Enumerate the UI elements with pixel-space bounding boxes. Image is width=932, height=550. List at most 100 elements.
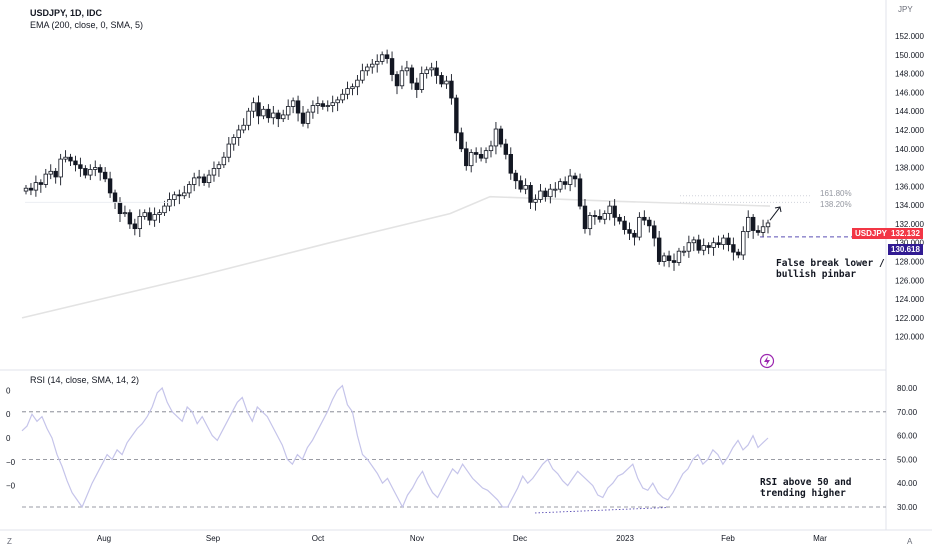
price-tick-label: 120.000 (895, 333, 924, 342)
candle-body (256, 102, 261, 117)
candle-body (88, 169, 93, 176)
candle-body (340, 93, 345, 101)
candle-body (241, 124, 246, 131)
candle (528, 182, 533, 209)
candle (572, 172, 578, 188)
candle (172, 191, 177, 207)
candle (122, 205, 128, 217)
candle (355, 74, 360, 96)
candlesticks[interactable] (23, 49, 771, 271)
candle-body (375, 60, 380, 65)
candle (266, 104, 271, 123)
candle (236, 124, 241, 146)
candle (370, 59, 375, 74)
candle (627, 222, 632, 241)
candle (117, 197, 123, 222)
candle-body (523, 185, 528, 190)
candle (647, 216, 652, 233)
candle-body (671, 260, 677, 263)
ema-legend[interactable]: EMA (200, close, 0, SMA, 5) (30, 20, 144, 30)
candle-body (246, 110, 251, 126)
candle-body (132, 223, 138, 230)
candle-body (330, 102, 335, 106)
rsi-pane[interactable]: 80.00 70.00 60.00 50.00 40.00 30.00 0 0 0 −0 −0 (6, 384, 918, 514)
currency-label: JPY (898, 5, 913, 14)
candle-body (271, 112, 276, 119)
candle (548, 184, 553, 204)
auto-scale-button[interactable]: A (907, 537, 913, 546)
time-axis[interactable]: Aug Sep Oct Nov Dec 2023 Feb Mar (97, 534, 827, 543)
candle-body (206, 174, 212, 183)
candle (533, 194, 538, 211)
price-tick-label: 144.000 (895, 107, 924, 116)
candle-body (305, 111, 311, 124)
rsi-divergence-line (534, 507, 669, 514)
candle (330, 95, 335, 113)
candle-body (162, 205, 167, 214)
candle-body (226, 143, 232, 158)
candle-body (48, 170, 53, 175)
candle (404, 60, 410, 76)
rsi-left-tick: −0 (6, 482, 16, 491)
candle-body (63, 156, 68, 160)
candle (102, 167, 108, 183)
candle (43, 168, 48, 188)
candle-body (38, 182, 44, 185)
candle (137, 209, 142, 237)
candle (637, 212, 642, 241)
candle-body (746, 216, 751, 232)
candle-body (98, 167, 103, 173)
candle (434, 60, 439, 84)
rsi-legend[interactable]: RSI (14, close, SMA, 14, 2) (30, 375, 140, 385)
candle-body (137, 216, 142, 230)
candle-body (666, 255, 672, 261)
symbol-tag: USDJPY (852, 228, 891, 239)
candle (419, 66, 424, 93)
candle-body (741, 231, 746, 256)
candle-body (726, 237, 731, 246)
time-tick-label: Mar (813, 534, 827, 543)
candle-body (558, 181, 563, 190)
candle-body (211, 168, 217, 176)
price-tick-label: 122.000 (895, 314, 924, 323)
candle (345, 81, 350, 100)
candle-body (721, 237, 726, 246)
candle-body (424, 69, 429, 74)
candle-body (632, 232, 637, 238)
time-tick-label: Feb (721, 534, 735, 543)
candle (503, 138, 509, 160)
price-tick-label: 128.000 (895, 258, 924, 267)
candle-body (622, 220, 627, 230)
candle-body (637, 216, 642, 238)
candle-body (439, 75, 444, 85)
symbol-title: USDJPY, 1D, IDC (30, 8, 103, 18)
price-tick-label: 140.000 (895, 145, 924, 154)
candle-body (384, 54, 390, 59)
candle (736, 248, 741, 259)
price-axis[interactable]: 152.000 150.000 148.000 146.000 144.000 142.0… (895, 32, 924, 342)
candle (488, 140, 494, 158)
candle (597, 209, 603, 223)
candle (582, 199, 588, 234)
candle (231, 134, 236, 151)
candle (513, 169, 518, 190)
candle-body (23, 187, 29, 192)
time-tick-label: Oct (312, 534, 325, 543)
price-tick-label: 132.000 (895, 220, 924, 229)
time-tick-label: Aug (97, 534, 111, 543)
candle-body (543, 190, 548, 198)
candle-body (157, 212, 162, 215)
candle-body (93, 167, 98, 170)
rsi-tick-label: 70.00 (897, 408, 918, 417)
zoom-icon[interactable]: Z (7, 537, 12, 546)
candle (602, 210, 607, 225)
candle (365, 63, 370, 76)
candle (508, 147, 513, 180)
candle-body (355, 79, 360, 88)
candle-body (172, 194, 177, 200)
candle-body (345, 88, 350, 95)
candle-body (261, 108, 266, 117)
candle-body (444, 80, 449, 85)
candle (444, 75, 449, 89)
